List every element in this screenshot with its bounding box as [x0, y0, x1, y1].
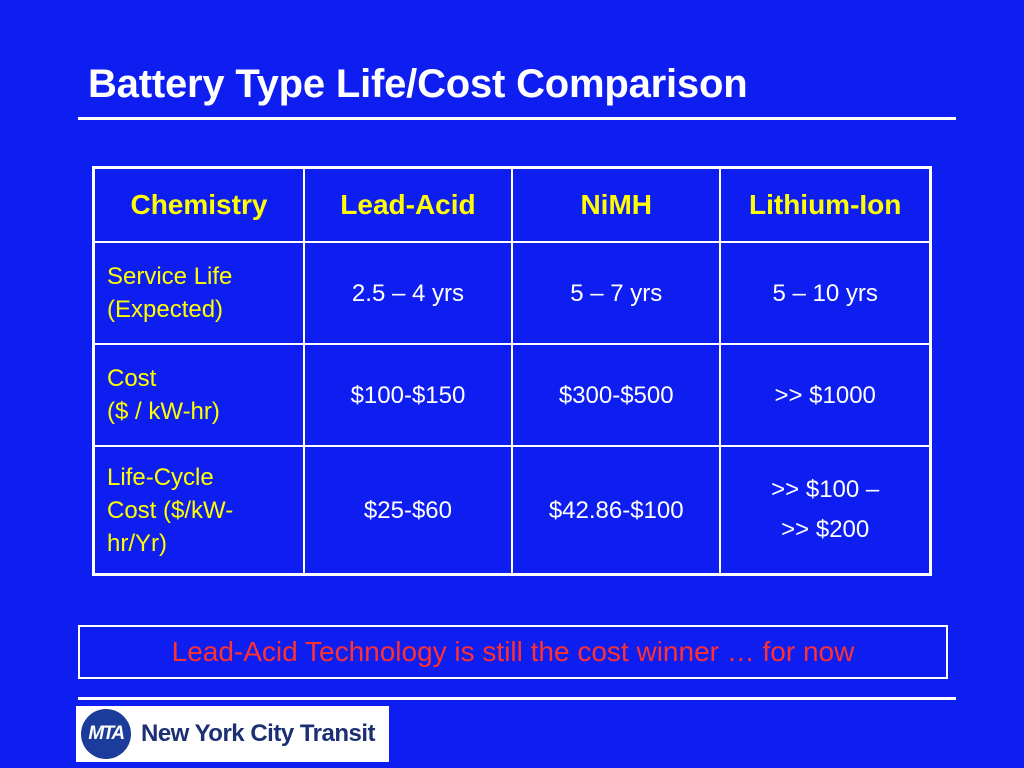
row-label-line: Service Life [107, 263, 233, 290]
cell-line: >> $100 – [771, 476, 880, 503]
table-cell: >> $1000 [719, 343, 932, 447]
header-chemistry: Chemistry [92, 166, 305, 243]
table-cell: $42.86-$100 [511, 445, 722, 576]
table-cell: 5 – 10 yrs [719, 241, 932, 345]
mta-badge-icon: MTA [81, 709, 131, 759]
table-row: Cost ($ / kW-hr) $100-$150 $300-$500 >> … [92, 343, 932, 447]
header-lithium-ion: Lithium-Ion [719, 166, 932, 243]
table-row: Service Life (Expected) 2.5 – 4 yrs 5 – … [92, 241, 932, 345]
slide-title: Battery Type Life/Cost Comparison [88, 62, 748, 106]
table-row: Life-Cycle Cost ($/kW- hr/Yr) $25-$60 $4… [92, 445, 932, 576]
conclusion-callout: Lead-Acid Technology is still the cost w… [78, 625, 948, 679]
row-label-line: Cost ($/kW- [107, 496, 234, 524]
cell-line: >> $200 [781, 516, 870, 543]
row-label-line: Life-Cycle [107, 463, 214, 491]
header-lead-acid: Lead-Acid [302, 166, 514, 243]
row-label-service-life: Service Life (Expected) [92, 241, 305, 345]
mta-logo: MTA New York City Transit [76, 706, 389, 762]
table-cell: $25-$60 [302, 445, 514, 576]
footer-divider [78, 697, 956, 700]
header-nimh: NiMH [511, 166, 722, 243]
table-cell: 2.5 – 4 yrs [302, 241, 514, 345]
logo-wordmark: New York City Transit [141, 720, 376, 747]
row-label-line: ($ / kW-hr) [107, 398, 220, 425]
table-cell: $100-$150 [302, 343, 514, 447]
table-cell: $300-$500 [511, 343, 722, 447]
row-label-line: hr/Yr) [107, 529, 167, 557]
row-label-line: Cost [107, 365, 157, 392]
table-header-row: Chemistry Lead-Acid NiMH Lithium-Ion [92, 166, 932, 243]
row-label-line: (Expected) [107, 296, 224, 323]
table-cell: >> $100 – >> $200 [719, 445, 932, 576]
title-divider [78, 117, 956, 120]
comparison-table: Chemistry Lead-Acid NiMH Lithium-Ion Ser… [92, 166, 932, 576]
row-label-life-cycle-cost: Life-Cycle Cost ($/kW- hr/Yr) [92, 445, 305, 576]
table-cell: 5 – 7 yrs [511, 241, 722, 345]
row-label-cost: Cost ($ / kW-hr) [92, 343, 305, 447]
